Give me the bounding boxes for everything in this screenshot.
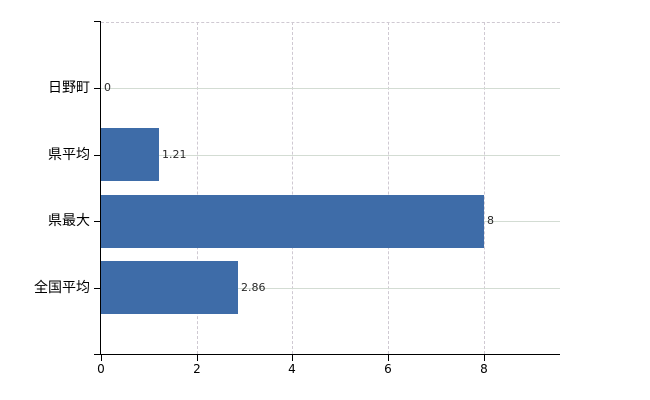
x-tick-label: 4 (288, 362, 296, 376)
category-label: 県平均 (48, 147, 90, 163)
x-gridline (197, 22, 198, 354)
x-tick-label: 8 (480, 362, 488, 376)
bar-value-label: 1.21 (162, 148, 187, 161)
bar (101, 261, 238, 314)
y-axis-tick (94, 288, 101, 289)
x-axis-tick (101, 355, 102, 361)
category-gridline (101, 155, 560, 156)
x-tick-label: 2 (193, 362, 201, 376)
y-axis-tick (94, 88, 101, 89)
y-axis-tick (94, 155, 101, 156)
x-axis-tick (388, 355, 389, 361)
x-axis-tick (484, 355, 485, 361)
y-axis-line (100, 21, 101, 355)
y-axis-tick (94, 221, 101, 222)
x-gridline (388, 22, 389, 354)
category-label: 日野町 (48, 80, 90, 96)
x-tick-label: 6 (384, 362, 392, 376)
x-axis-line (94, 354, 560, 355)
category-label: 県最大 (48, 213, 90, 229)
y-axis-top-tick (94, 21, 101, 22)
bar (101, 195, 484, 248)
bar-value-label: 0 (104, 81, 111, 94)
x-gridline (292, 22, 293, 354)
plot-top-border (101, 22, 560, 23)
bar-value-label: 8 (487, 214, 494, 227)
x-axis-tick (292, 355, 293, 361)
category-gridline (101, 88, 560, 89)
bar (101, 128, 159, 181)
category-label: 全国平均 (34, 280, 90, 296)
x-tick-label: 0 (97, 362, 105, 376)
category-gridline (101, 288, 560, 289)
bar-value-label: 2.86 (241, 281, 266, 294)
x-axis-tick (197, 355, 198, 361)
x-gridline (484, 22, 485, 354)
